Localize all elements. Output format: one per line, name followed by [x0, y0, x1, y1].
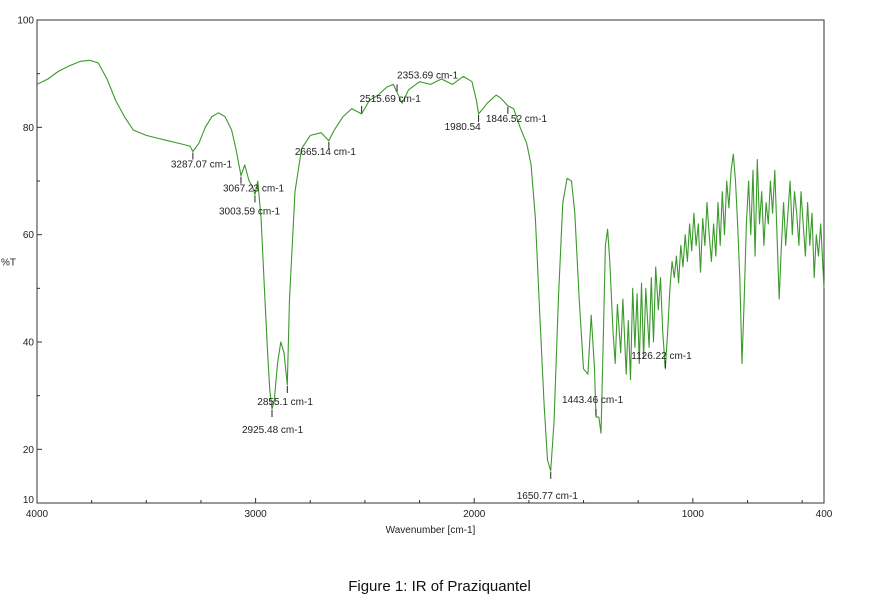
y-tick-label: 20 [23, 445, 35, 456]
x-tick-label: 3000 [244, 509, 267, 520]
spectrum-line [36, 59, 825, 472]
y-tick-label: 100 [17, 16, 34, 27]
x-tick-label: 400 [816, 509, 833, 520]
peak-label: 1443.46 cm-1 [562, 395, 624, 406]
peak-label: 2855.1 cm-1 [257, 397, 313, 408]
peak-annotations: 3287.07 cm-1 3067.23 cm-1 3003.59 cm-1 2925… [171, 70, 692, 501]
peak-label: 2925.48 cm-1 [242, 425, 304, 436]
y-axis-label: %T [1, 258, 16, 269]
peak-label: 3003.59 cm-1 [219, 206, 281, 217]
figure-caption: Figure 1: IR of Praziquantel [348, 578, 531, 595]
y-tick-label: 40 [23, 338, 35, 349]
x-tick-label: 1000 [682, 509, 705, 520]
peak-label: 2353.69 cm-1 [397, 70, 459, 81]
x-tick-label: 2000 [463, 509, 486, 520]
y-tick-label: 60 [23, 230, 35, 241]
peak-label: 1126.22 cm-1 [631, 351, 692, 362]
peak-label: 2665.14 cm-1 [295, 147, 357, 158]
x-axis-label: Wavenumber [cm-1] [386, 525, 476, 536]
ir-spectrum-chart: 4000 3000 2000 1000 400 100 80 60 40 20 10 3287.07… [1, 16, 833, 537]
peak-label: 1650.77 cm-1 [517, 491, 579, 502]
axis-ticks: 4000 3000 2000 1000 400 100 80 60 40 20 10 [17, 16, 832, 521]
peak-label: 2515.69 cm-1 [360, 94, 422, 105]
x-tick-label: 4000 [26, 509, 49, 520]
plot-frame [36, 19, 825, 504]
peak-label: 1846.52 cm-1 [486, 114, 548, 125]
peak-label: 3287.07 cm-1 [171, 159, 233, 170]
peak-label: 1980.54 [445, 122, 482, 133]
y-tick-label: 80 [23, 123, 35, 134]
peak-label: 3067.23 cm-1 [223, 184, 285, 195]
y-tick-label: 10 [23, 495, 35, 506]
